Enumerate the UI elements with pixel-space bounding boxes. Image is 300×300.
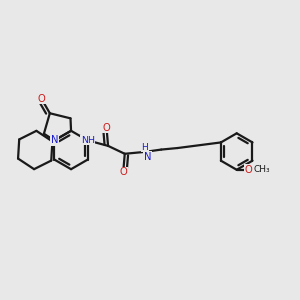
Text: NH: NH [81, 136, 95, 145]
Text: O: O [38, 94, 45, 103]
Text: O: O [103, 123, 110, 133]
Text: O: O [245, 165, 253, 175]
Text: H: H [142, 143, 148, 152]
Text: N: N [144, 152, 151, 162]
Text: CH₃: CH₃ [254, 165, 270, 174]
Text: N: N [51, 135, 58, 146]
Text: O: O [119, 167, 127, 177]
